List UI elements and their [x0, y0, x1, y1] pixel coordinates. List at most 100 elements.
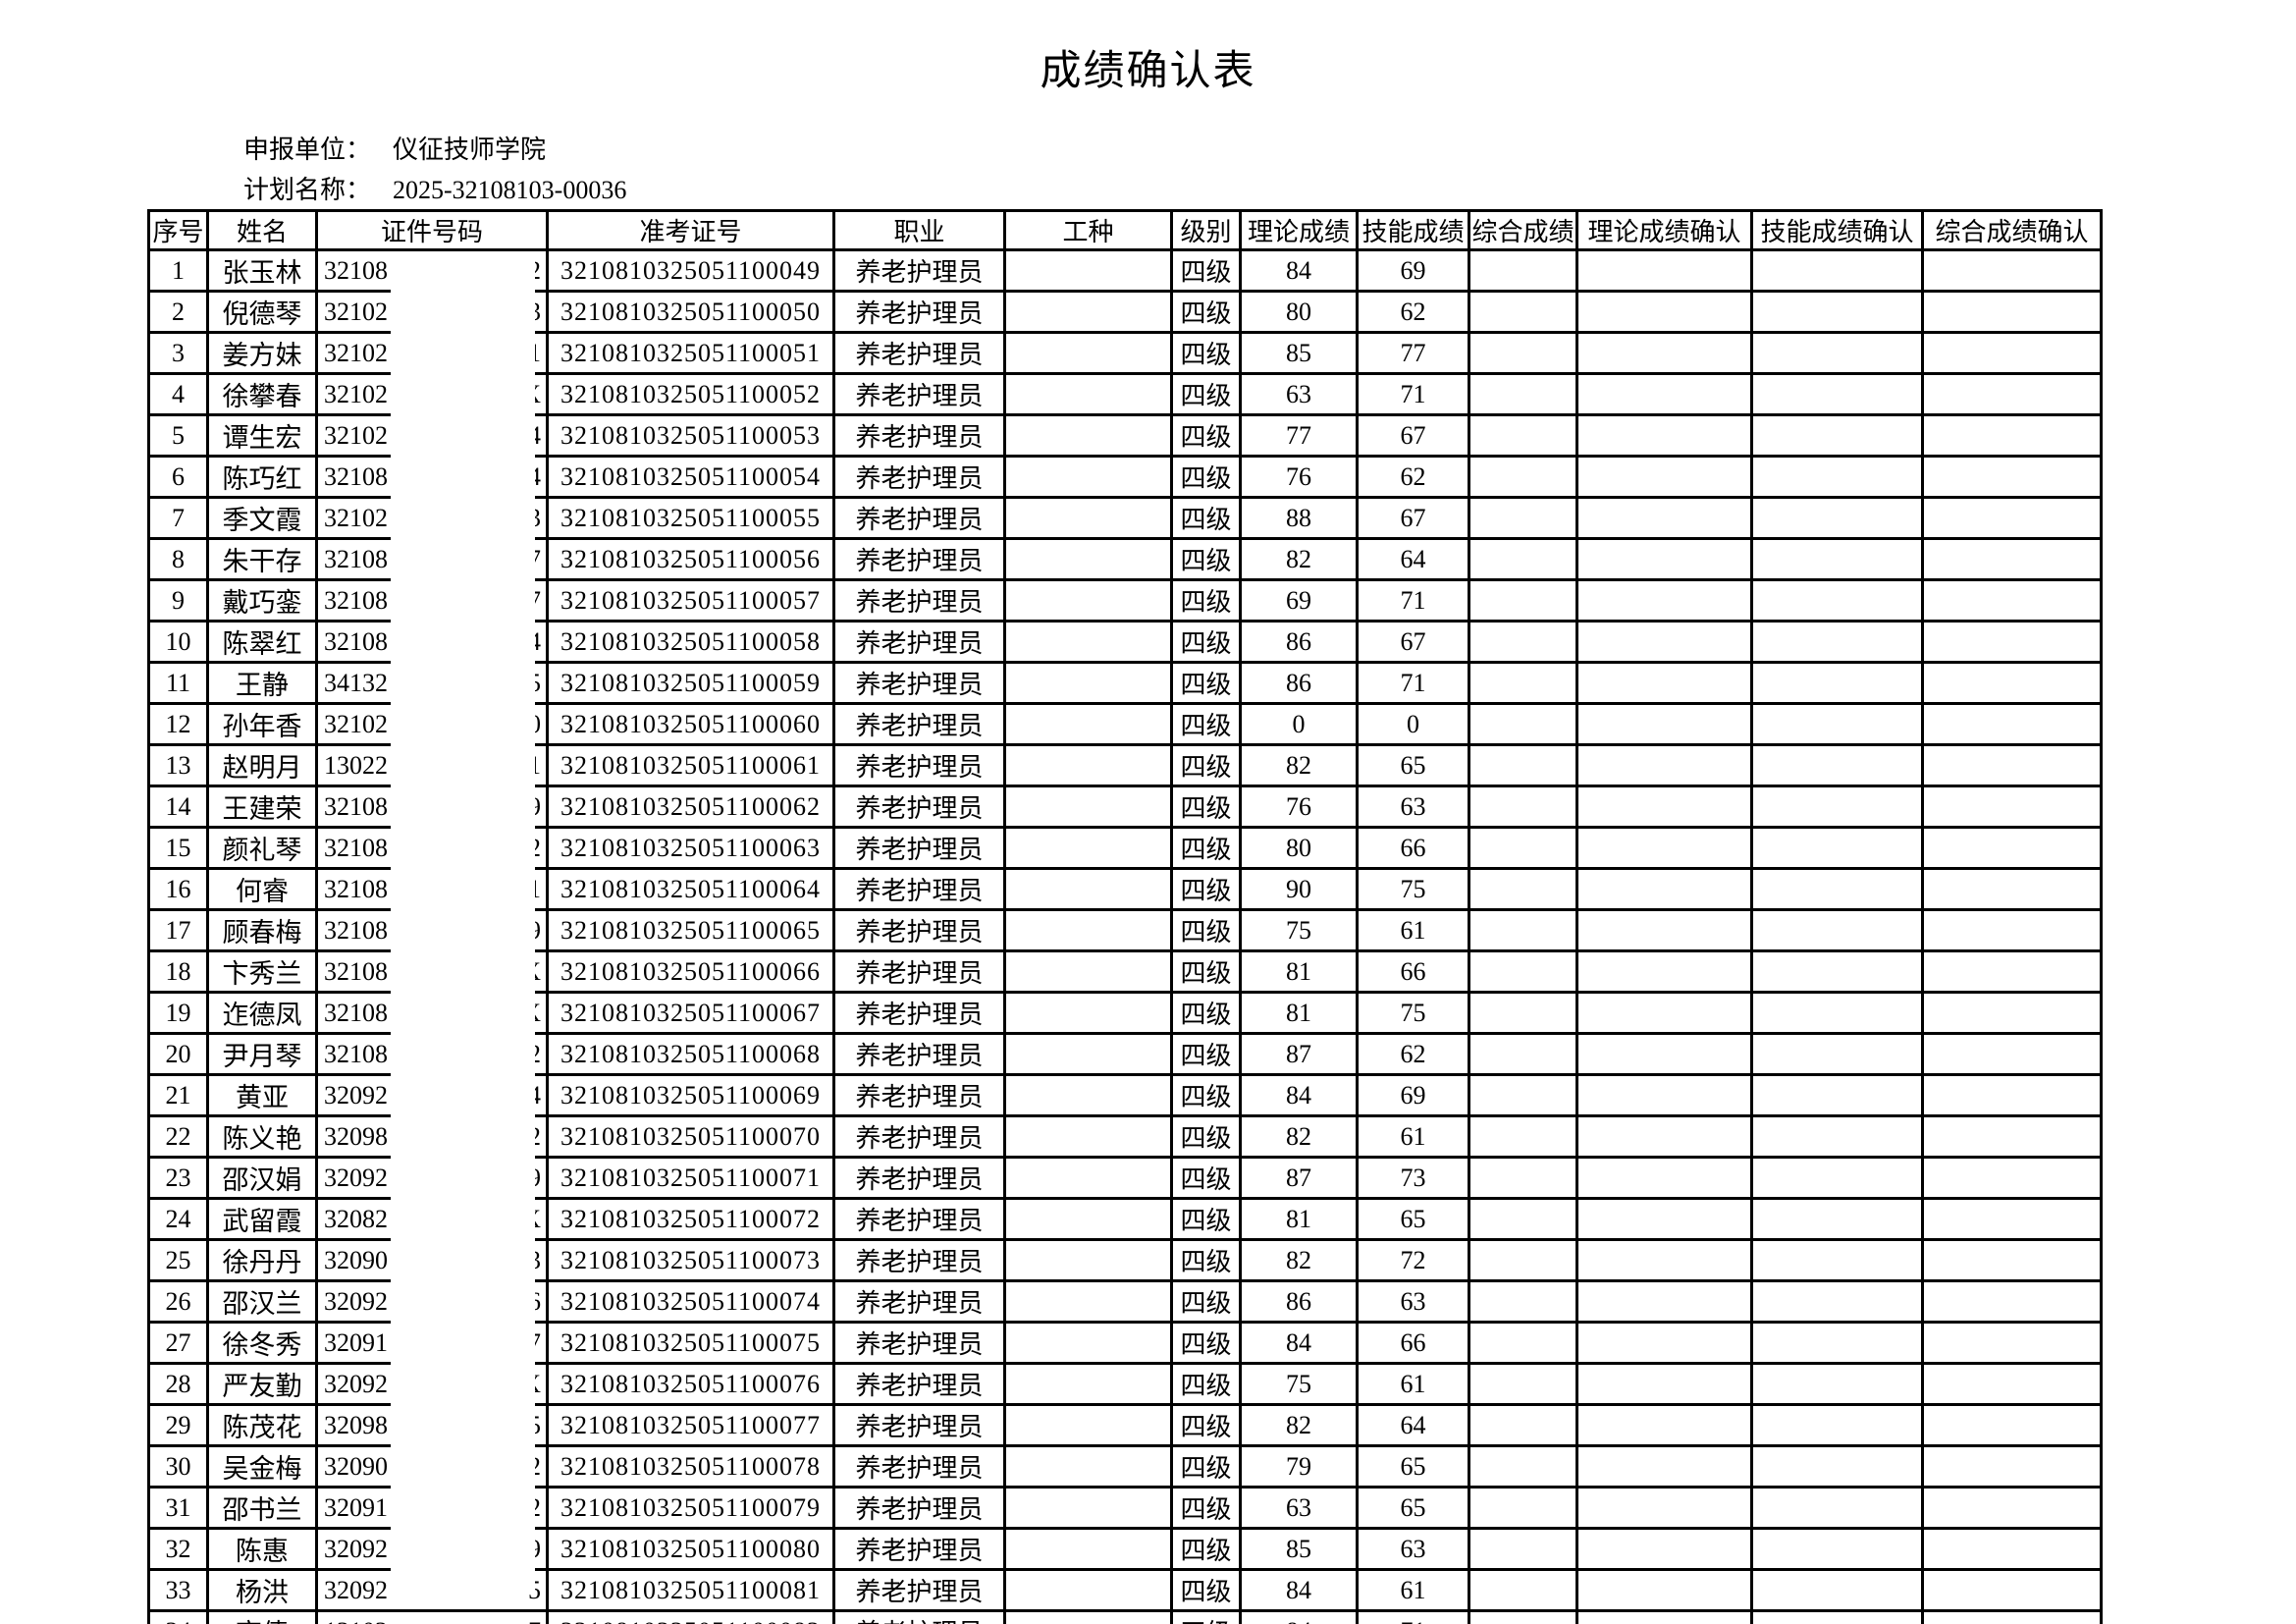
table-row: 24 武留霞 32082X 3210810325051100072 养老护理员 …: [147, 1197, 2103, 1241]
cell-occupation: 养老护理员: [832, 661, 1006, 705]
id-number-prefix: 32091: [324, 1327, 388, 1357]
cell-occupation: 养老护理员: [832, 1321, 1006, 1365]
cell-name: 尹月琴: [206, 1032, 318, 1076]
cell-level: 四级: [1170, 290, 1242, 334]
cell-skill-score: 65: [1356, 743, 1470, 787]
cell-skill-confirm: [1750, 1403, 1924, 1447]
cell-theory-confirm: [1575, 1156, 1753, 1200]
cell-level: 四级: [1170, 949, 1242, 994]
cell-ticket-number: 3210810325051100068: [546, 1032, 835, 1076]
cell-overall-score: [1468, 413, 1578, 458]
plan-value: 2025-32108103-00036: [393, 176, 627, 204]
cell-level: 四级: [1170, 991, 1242, 1035]
cell-level: 四级: [1170, 908, 1242, 952]
cell-overall-score: [1468, 578, 1578, 623]
col-header-occupation: 职业: [832, 209, 1006, 251]
page-title: 成绩确认表: [1040, 49, 1256, 94]
cell-level: 四级: [1170, 1073, 1242, 1117]
cell-occupation: 养老护理员: [832, 785, 1006, 829]
cell-name: 邵汉兰: [206, 1279, 318, 1324]
cell-level: 四级: [1170, 1444, 1242, 1489]
cell-theory-score: 85: [1239, 331, 1359, 375]
cell-skill-confirm: [1750, 620, 1924, 664]
cell-level: 四级: [1170, 1403, 1242, 1447]
cell-skill-score: 69: [1356, 248, 1470, 293]
table-row: 33 杨洪 320925 3210810325051100081 养老护理员 四…: [147, 1568, 2103, 1612]
cell-job-type: [1003, 1156, 1173, 1200]
cell-overall-score: [1468, 1486, 1578, 1530]
cell-theory-score: 75: [1239, 908, 1359, 952]
cell-job-type: [1003, 372, 1173, 416]
id-number-prefix: 32092: [324, 1369, 388, 1398]
cell-index: 18: [147, 949, 209, 994]
cell-skill-confirm: [1750, 1362, 1924, 1406]
cell-skill-confirm: [1750, 537, 1924, 581]
cell-occupation: 养老护理员: [832, 455, 1006, 499]
cell-index: 5: [147, 413, 209, 458]
cell-index: 16: [147, 867, 209, 911]
id-number-prefix: 32090: [324, 1451, 388, 1481]
cell-job-type: [1003, 290, 1173, 334]
cell-index: 33: [147, 1568, 209, 1612]
cell-skill-confirm: [1750, 1156, 1924, 1200]
cell-ticket-number: 3210810325051100061: [546, 743, 835, 787]
cell-occupation: 养老护理员: [832, 867, 1006, 911]
cell-level: 四级: [1170, 496, 1242, 540]
cell-overall-confirm: [1921, 620, 2103, 664]
cell-ticket-number: 3210810325051100051: [546, 331, 835, 375]
cell-ticket-number: 3210810325051100052: [546, 372, 835, 416]
cell-ticket-number: 3210810325051100054: [546, 455, 835, 499]
cell-overall-confirm: [1921, 413, 2103, 458]
cell-overall-score: [1468, 290, 1578, 334]
cell-overall-confirm: [1921, 867, 2103, 911]
cell-level: 四级: [1170, 372, 1242, 416]
cell-theory-score: 82: [1239, 1114, 1359, 1159]
table-row: 9 戴巧銮 321087 3210810325051100057 养老护理员 四…: [147, 578, 2103, 623]
cell-job-type: [1003, 1403, 1173, 1447]
cell-skill-confirm: [1750, 908, 1924, 952]
cell-job-type: [1003, 867, 1173, 911]
cell-ticket-number: 3210810325051100056: [546, 537, 835, 581]
cell-skill-score: 67: [1356, 496, 1470, 540]
id-number-prefix: 32091: [324, 1492, 388, 1522]
cell-job-type: [1003, 743, 1173, 787]
table-row: 15 颜礼琴 321082 3210810325051100063 养老护理员 …: [147, 826, 2103, 870]
cell-name: 陈巧红: [206, 455, 318, 499]
cell-overall-score: [1468, 661, 1578, 705]
cell-ticket-number: 3210810325051100069: [546, 1073, 835, 1117]
cell-index: 26: [147, 1279, 209, 1324]
cell-theory-confirm: [1575, 1486, 1753, 1530]
cell-name: 严友勤: [206, 1362, 318, 1406]
header-row: 序号 姓名 证件号码 准考证号 职业 工种 级别 理论成绩 技能成绩 综合成绩 …: [147, 209, 2103, 251]
cell-overall-confirm: [1921, 455, 2103, 499]
cell-skill-confirm: [1750, 331, 1924, 375]
cell-occupation: 养老护理员: [832, 1444, 1006, 1489]
cell-index: 7: [147, 496, 209, 540]
cell-skill-score: 61: [1356, 1114, 1470, 1159]
cell-skill-confirm: [1750, 1609, 1924, 1624]
cell-level: 四级: [1170, 413, 1242, 458]
cell-level: 四级: [1170, 1156, 1242, 1200]
cell-level: 四级: [1170, 248, 1242, 293]
cell-theory-confirm: [1575, 1609, 1753, 1624]
table-row: 23 邵汉娟 320929 3210810325051100071 养老护理员 …: [147, 1156, 2103, 1200]
cell-level: 四级: [1170, 1321, 1242, 1365]
id-number-prefix: 32108: [324, 1039, 388, 1068]
cell-theory-score: 85: [1239, 1527, 1359, 1571]
col-header-skill-score: 技能成绩: [1356, 209, 1470, 251]
cell-theory-score: 81: [1239, 991, 1359, 1035]
cell-skill-score: 62: [1356, 290, 1470, 334]
cell-overall-confirm: [1921, 1032, 2103, 1076]
unit-value: 仪征技师学院: [393, 135, 547, 164]
cell-overall-score: [1468, 867, 1578, 911]
table-row: 6 陈巧红 321084 3210810325051100054 养老护理员 四…: [147, 455, 2103, 499]
cell-level: 四级: [1170, 1114, 1242, 1159]
cell-overall-confirm: [1921, 290, 2103, 334]
cell-skill-confirm: [1750, 867, 1924, 911]
cell-theory-score: 63: [1239, 372, 1359, 416]
cell-name: 倪德琴: [206, 290, 318, 334]
cell-ticket-number: 3210810325051100072: [546, 1197, 835, 1241]
cell-ticket-number: 3210810325051100063: [546, 826, 835, 870]
cell-ticket-number: 3210810325051100062: [546, 785, 835, 829]
